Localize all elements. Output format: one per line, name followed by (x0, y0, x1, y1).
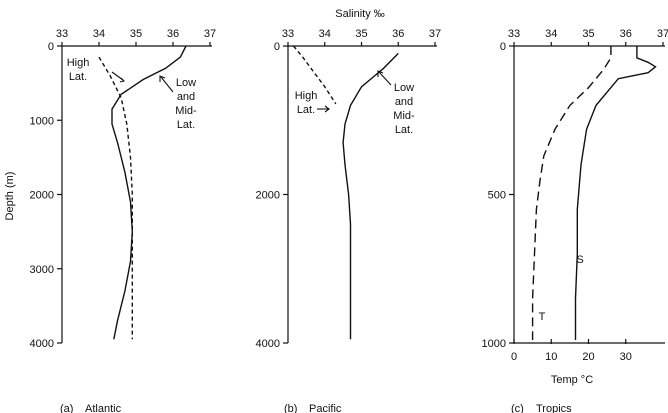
series-label: Lat. (177, 119, 195, 131)
y-tick-label: 0 (500, 41, 506, 53)
y-tick-label: 1000 (30, 115, 54, 127)
salinity-axis-title: Salinity ‰ (335, 8, 385, 20)
y-tick-label: 1000 (482, 338, 506, 350)
series-t (531, 46, 612, 340)
panel-letter: (a) (60, 403, 73, 413)
x-tick-label: 36 (167, 28, 179, 40)
panel-1: 33 34 35 36 37 0 1000 2000 3000 4000 High Lat. Low an… (30, 28, 217, 413)
x-tick-label: 36 (620, 28, 632, 40)
x-tick-label: 35 (582, 28, 594, 40)
low-lat-pointer (378, 71, 392, 86)
series-s (574, 46, 657, 340)
series-label: Lat. (297, 104, 315, 116)
y-tick-label: 4000 (256, 338, 280, 350)
series-label: and (395, 96, 413, 108)
series-high-lat (292, 45, 337, 105)
x-tick-label: 33 (508, 28, 520, 40)
series-label: Low (176, 77, 196, 89)
series-label: High (67, 57, 90, 69)
low-lat-arrowhead (159, 75, 166, 82)
temp-tick-label: 10 (545, 351, 557, 363)
x-tick-label: 34 (319, 28, 331, 40)
series-low-and-mid-lat (111, 45, 187, 340)
panel-letter: (b) (284, 403, 297, 413)
series-label: Lat. (69, 71, 87, 83)
y-tick-label: 0 (48, 41, 54, 53)
x-tick-label: 35 (355, 28, 367, 40)
series-label: Lat. (395, 124, 413, 136)
series-label: High (295, 90, 318, 102)
panel-2: 33 34 35 36 37 0 2000 4000 High Lat. Low and Mid- Lat… (256, 28, 442, 413)
x-tick-label: 37 (657, 28, 668, 40)
y-tick-label: 2000 (256, 190, 280, 202)
temp-axis-label: Temp °C (551, 374, 593, 386)
x-tick-label: 36 (392, 28, 404, 40)
temp-tick-label: 20 (582, 351, 594, 363)
high-lat-arrowhead (119, 77, 126, 83)
x-tick-label: 37 (429, 28, 441, 40)
series-label: Low (394, 82, 414, 94)
temp-tick-label: 30 (620, 351, 632, 363)
panel-letter: (c) (511, 403, 524, 413)
y-tick-label: 4000 (30, 338, 54, 350)
panel-caption: Tropics (536, 403, 572, 413)
series-label: Mid- (393, 110, 415, 122)
series-label-s: S (576, 254, 583, 266)
y-tick-label: 3000 (30, 264, 54, 276)
depth-axis-label: Depth (m) (4, 172, 16, 221)
x-tick-label: 34 (545, 28, 557, 40)
x-tick-label: 33 (56, 28, 68, 40)
y-tick-label: 2000 (30, 190, 54, 202)
series-label-t: T (539, 311, 546, 323)
low-lat-pointer (160, 76, 174, 93)
panel-3: 33 34 35 36 37 0 500 1000 0 10 20 30 Temp °C S T (c) Tro… (482, 28, 668, 413)
series-high-lat (98, 56, 133, 340)
low-lat-arrowhead (377, 70, 384, 77)
y-tick-label: 500 (488, 190, 506, 202)
high-lat-arrowhead (324, 105, 330, 113)
series-low-and-mid-lat (342, 52, 399, 340)
x-tick-label: 37 (204, 28, 216, 40)
series-label: Mid- (175, 105, 197, 117)
series-label: and (177, 91, 195, 103)
x-tick-label: 35 (130, 28, 142, 40)
panel-caption: Pacific (309, 403, 342, 413)
x-tick-label: 34 (93, 28, 105, 40)
temp-tick-label: 0 (511, 351, 517, 363)
y-tick-label: 0 (274, 41, 280, 53)
panel-caption: Atlantic (85, 403, 122, 413)
x-tick-label: 33 (282, 28, 294, 40)
